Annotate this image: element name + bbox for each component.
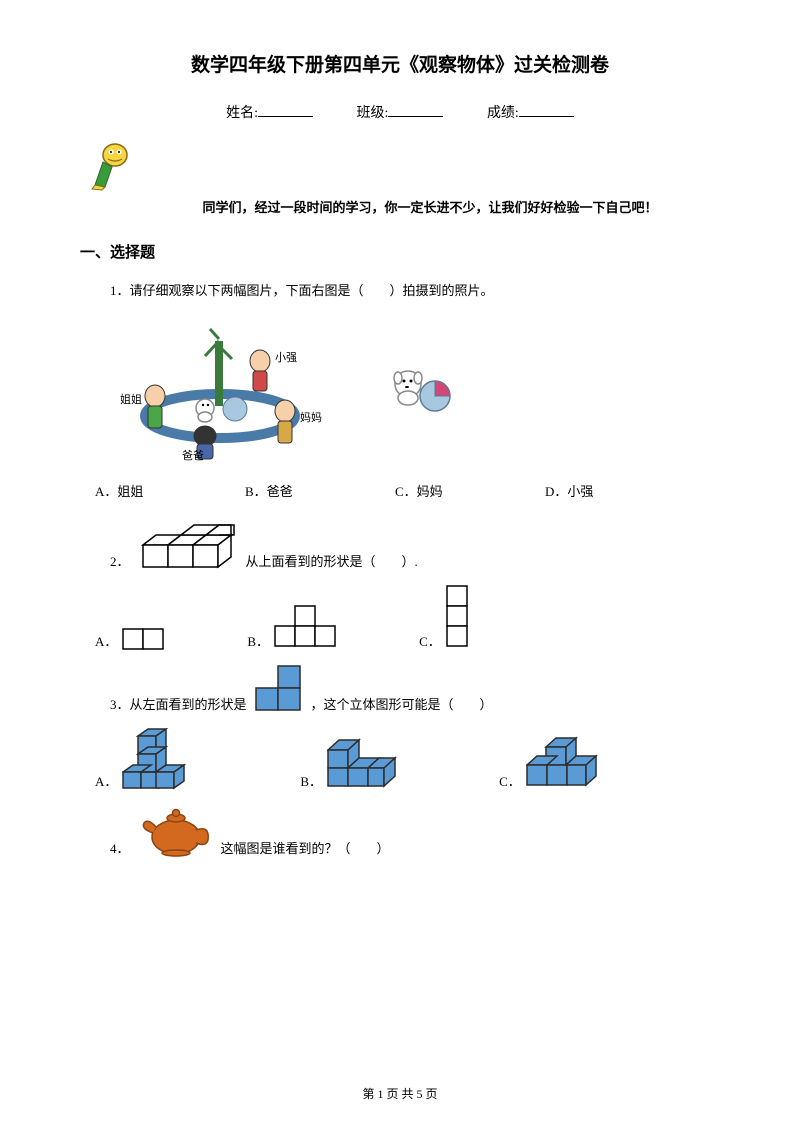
q2-opt-a-icon bbox=[122, 628, 167, 650]
q3-prefix: 3．从左面看到的形状是 bbox=[110, 694, 247, 713]
q2-opt-b-label: B． bbox=[247, 631, 269, 650]
q1-text: 1．请仔细观察以下两幅图片，下面右图是（ ）拍摄到的照片。 bbox=[110, 280, 720, 299]
q3-shape-icon bbox=[255, 665, 303, 713]
q3-opt-a-label: A． bbox=[95, 771, 117, 790]
q4-prefix: 4． bbox=[110, 838, 130, 857]
intro-text: 同学们，经过一段时间的学习，你一定长进不少，让我们好好检验一下自己吧！ bbox=[140, 197, 720, 216]
q1-opt-c: C．妈妈 bbox=[395, 481, 545, 500]
page-footer: 第 1 页 共 5 页 bbox=[0, 1085, 800, 1102]
class-label: 班级: bbox=[357, 106, 389, 121]
question-4: 4． 这幅图是谁看到的？（ ） bbox=[110, 805, 720, 857]
q3-opt-a-icon bbox=[122, 728, 200, 790]
section-header-1: 一、选择题 bbox=[80, 241, 720, 262]
q3-opt-b-icon bbox=[327, 738, 399, 790]
q2-prefix: 2． bbox=[110, 551, 130, 570]
question-3: 3．从左面看到的形状是 ，这个立体图形可能是（ ） bbox=[110, 665, 720, 713]
mascot-icon bbox=[90, 137, 720, 192]
q4-teapot-icon bbox=[138, 805, 213, 857]
svg-text:爸爸: 爸爸 bbox=[182, 449, 204, 461]
q2-opt-c-label: C． bbox=[419, 631, 441, 650]
name-blank bbox=[258, 116, 313, 117]
q1-photo-icon bbox=[380, 356, 460, 416]
q1-opt-d: D．小强 bbox=[545, 481, 695, 500]
q2-options: A． B． C． bbox=[95, 585, 720, 650]
score-blank bbox=[519, 116, 574, 117]
q1-scene-icon: 小强 姐姐 妈妈 爸爸 bbox=[110, 311, 330, 461]
info-line: 姓名: 班级: 成绩: bbox=[80, 102, 720, 122]
name-label: 姓名: bbox=[226, 106, 258, 121]
q2-opt-b-icon bbox=[274, 605, 339, 650]
q3-opt-b-label: B． bbox=[300, 771, 322, 790]
q3-suffix: ，这个立体图形可能是（ ） bbox=[311, 694, 493, 713]
q2-opt-a-label: A． bbox=[95, 631, 117, 650]
q2-suffix: 从上面看到的形状是（ ）. bbox=[246, 551, 418, 570]
q1-images: 小强 姐姐 妈妈 爸爸 bbox=[110, 311, 720, 461]
q4-suffix: 这幅图是谁看到的？（ ） bbox=[221, 838, 390, 857]
svg-text:小强: 小强 bbox=[275, 351, 297, 364]
question-2: 2． 从上面看到的形状是（ ）. bbox=[110, 515, 720, 570]
q1-opt-b: B．爸爸 bbox=[245, 481, 395, 500]
q3-opt-c-icon bbox=[526, 735, 601, 790]
page-title: 数学四年级下册第四单元《观察物体》过关检测卷 bbox=[80, 50, 720, 77]
q3-opt-c-label: C． bbox=[499, 771, 521, 790]
q2-cube-icon bbox=[138, 515, 238, 570]
svg-text:妈妈: 妈妈 bbox=[300, 410, 322, 424]
q2-opt-c-icon bbox=[446, 585, 470, 650]
q3-options: A． B． bbox=[95, 728, 720, 790]
class-blank bbox=[388, 116, 443, 117]
score-label: 成绩: bbox=[487, 106, 519, 121]
q1-options: A．姐姐 B．爸爸 C．妈妈 D．小强 bbox=[95, 481, 720, 500]
question-1: 1．请仔细观察以下两幅图片，下面右图是（ ）拍摄到的照片。 小强 姐姐 妈妈 爸… bbox=[110, 280, 720, 461]
svg-text:姐姐: 姐姐 bbox=[120, 392, 142, 406]
q1-opt-a: A．姐姐 bbox=[95, 481, 245, 500]
